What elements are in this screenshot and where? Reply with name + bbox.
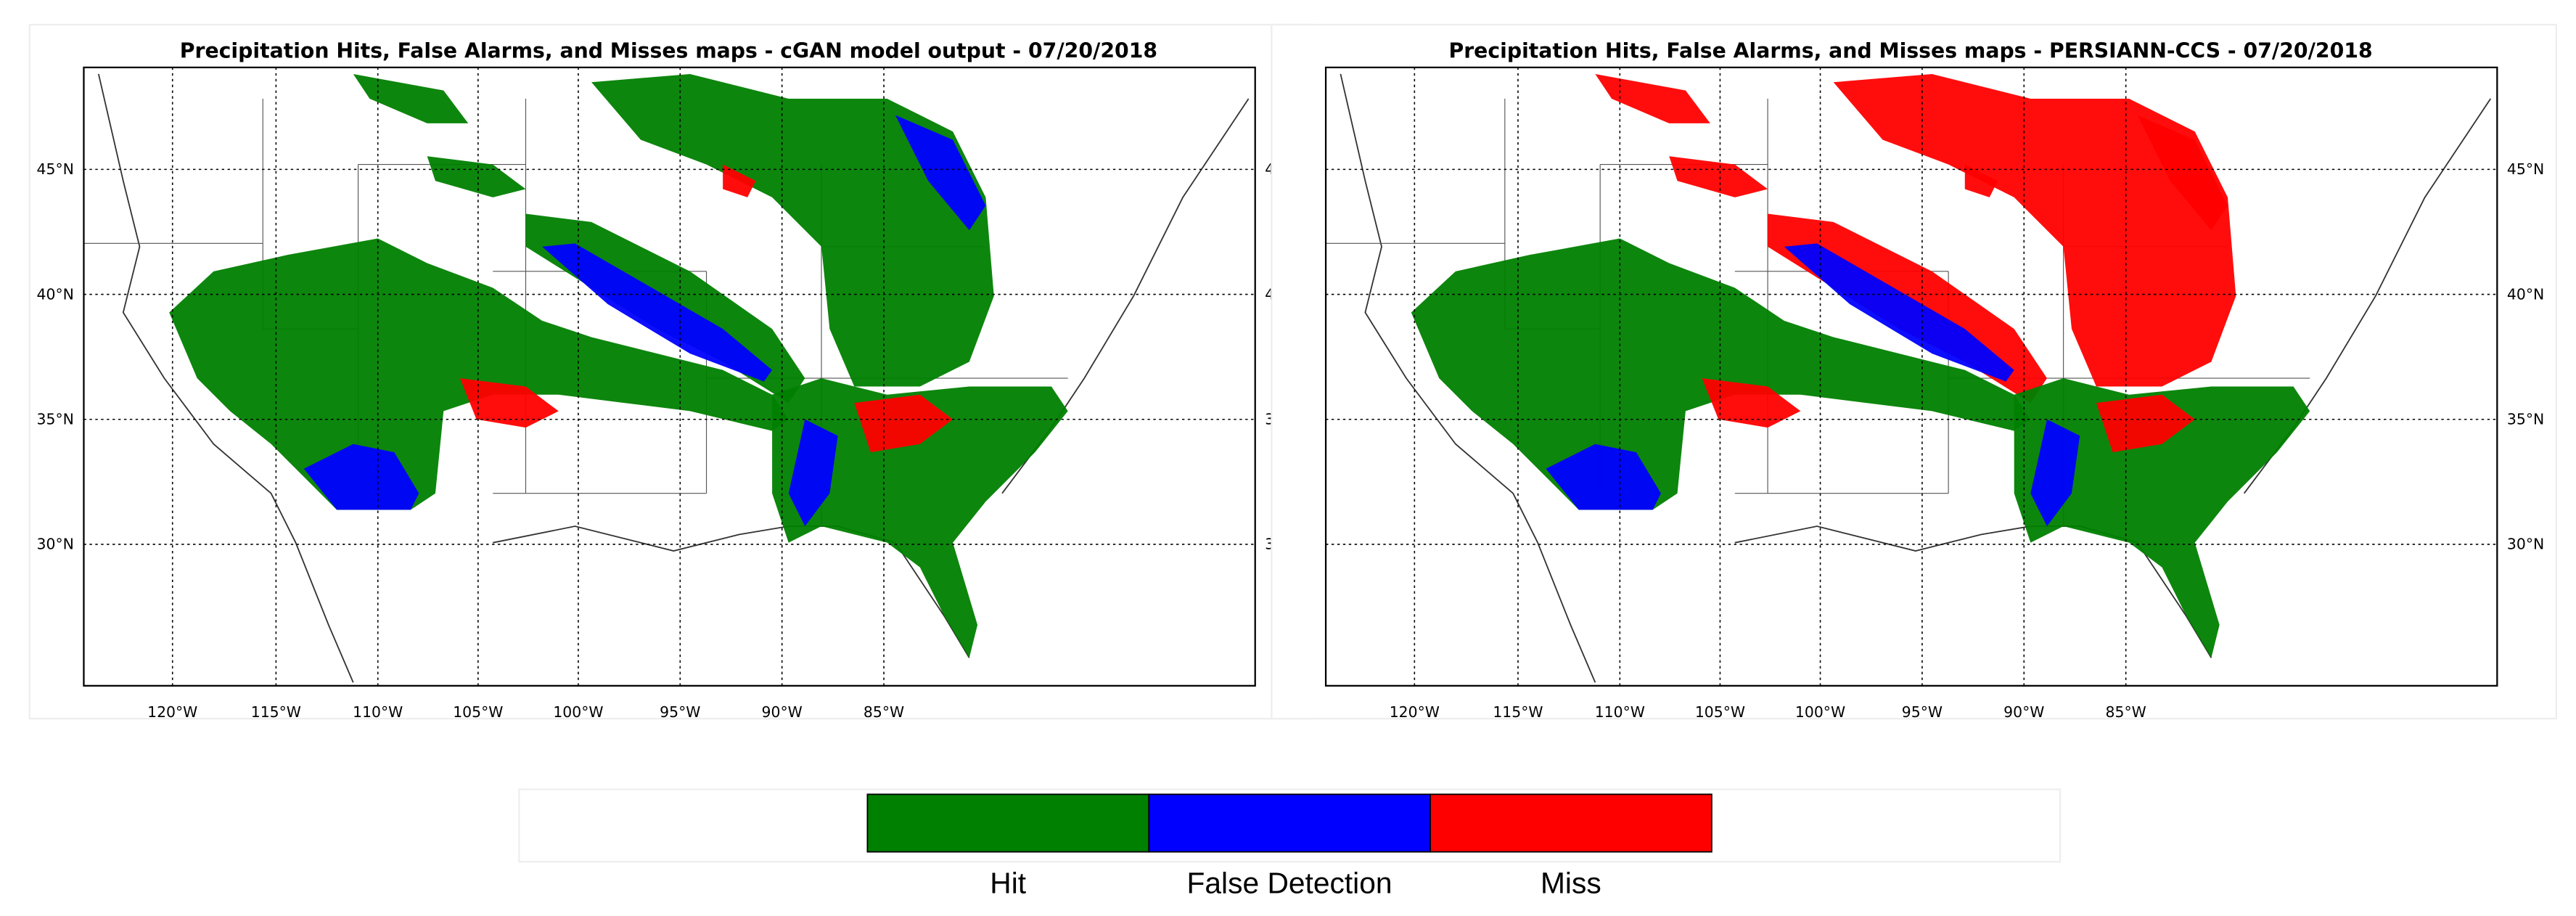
- precip-region: [2137, 115, 2228, 231]
- precip-region: [1964, 164, 1998, 197]
- legend-label: Hit: [990, 866, 1026, 899]
- legend-swatch: [1429, 793, 1712, 853]
- precip-region: [169, 238, 789, 510]
- lat-label: 40°N: [2507, 285, 2544, 303]
- map-frame: [83, 66, 1256, 687]
- precip-region: [895, 115, 986, 231]
- precip-region: [427, 156, 526, 197]
- lon-label: 115°W: [251, 703, 301, 721]
- lon-label: 115°W: [1493, 703, 1543, 721]
- precip-region: [788, 419, 838, 527]
- lon-label: 95°W: [1902, 703, 1943, 721]
- lon-label: 120°W: [147, 703, 197, 721]
- precip-region: [2014, 378, 2310, 658]
- lat-label: 40°N: [37, 285, 74, 303]
- lat-label: 30°N: [37, 536, 74, 553]
- precip-region: [1702, 378, 1801, 428]
- lat-label: 35°N: [2507, 411, 2544, 428]
- precip-region: [1411, 238, 2031, 510]
- precip-region: [303, 443, 419, 510]
- lat-label: 45°N: [2507, 160, 2544, 178]
- lon-label: 90°W: [2003, 703, 2044, 721]
- precip-region: [353, 73, 469, 123]
- precip-region: [1833, 73, 2236, 387]
- legend-swatch: [1148, 793, 1431, 853]
- precip-region: [1546, 443, 1661, 510]
- precip-region: [723, 164, 756, 197]
- precip-region: [591, 73, 994, 387]
- precip-region: [2030, 419, 2080, 527]
- panel-title: Precipitation Hits, False Alarms, and Mi…: [1448, 38, 2372, 62]
- precip-region: [854, 394, 953, 453]
- legend-swatch: [866, 793, 1150, 853]
- legend-label: False Detection: [1187, 866, 1392, 899]
- lon-label: 110°W: [353, 703, 403, 721]
- lon-label: 90°W: [762, 703, 803, 721]
- precip-region: [459, 378, 559, 428]
- panel-title: Precipitation Hits, False Alarms, and Mi…: [180, 38, 1157, 62]
- lon-label: 95°W: [660, 703, 700, 721]
- precip-region: [1669, 156, 1768, 197]
- precip-region: [2096, 394, 2195, 453]
- lat-label: 30°N: [2507, 536, 2544, 553]
- lon-label: 105°W: [1695, 703, 1745, 721]
- legend-label: Miss: [1541, 866, 1601, 899]
- precip-region: [542, 243, 773, 382]
- map-frame: [1324, 66, 2498, 687]
- lon-label: 120°W: [1390, 703, 1440, 721]
- lon-label: 100°W: [553, 703, 603, 721]
- lon-label: 85°W: [864, 703, 904, 721]
- lon-label: 105°W: [453, 703, 503, 721]
- lat-label: 35°N: [37, 411, 74, 428]
- precip-region: [1595, 73, 1710, 123]
- map-panel: Precipitation Hits, False Alarms, and Mi…: [28, 23, 1316, 721]
- precip-region: [772, 378, 1068, 658]
- lat-label: 45°N: [37, 160, 74, 178]
- lon-label: 100°W: [1795, 703, 1845, 721]
- precip-region: [1784, 243, 2014, 382]
- lon-label: 85°W: [2106, 703, 2146, 721]
- map-panel: Precipitation Hits, False Alarms, and Mi…: [1271, 23, 2557, 721]
- lon-label: 110°W: [1595, 703, 1645, 721]
